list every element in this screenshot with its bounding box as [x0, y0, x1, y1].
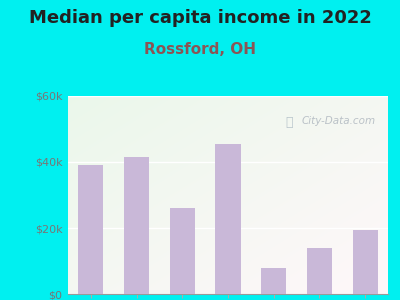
Bar: [307, 248, 332, 294]
Text: Median per capita income in 2022: Median per capita income in 2022: [28, 9, 372, 27]
Bar: [261, 268, 286, 294]
Bar: [78, 165, 104, 294]
Text: ⦿: ⦿: [286, 116, 293, 129]
Text: City-Data.com: City-Data.com: [302, 116, 376, 126]
Bar: [124, 157, 149, 294]
Bar: [170, 208, 195, 294]
Bar: [216, 144, 240, 294]
Text: Rossford, OH: Rossford, OH: [144, 42, 256, 57]
Bar: [352, 230, 378, 294]
